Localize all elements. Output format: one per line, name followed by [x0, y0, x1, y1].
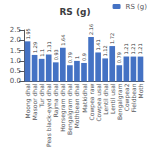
- svg-text:Fieldbean: Fieldbean: [130, 83, 137, 112]
- svg-text:1.21: 1.21: [123, 43, 129, 54]
- svg-text:1.5: 1.5: [10, 47, 21, 55]
- svg-text:0.79: 0.79: [67, 52, 73, 63]
- svg-text:0.0: 0.0: [10, 77, 21, 85]
- svg-text:Masoor dhal: Masoor dhal: [31, 83, 38, 120]
- svg-text:2.0: 2.0: [10, 36, 21, 44]
- svg-text:Cowpea raw: Cowpea raw: [87, 83, 95, 121]
- svg-text:1.29: 1.29: [32, 42, 38, 53]
- svg-text:Tur dhal: Tur dhal: [38, 83, 45, 108]
- svg-text:2.5: 2.5: [10, 26, 21, 34]
- svg-text:Lentil usal: Lentil usal: [109, 83, 116, 114]
- svg-text:0.79: 0.79: [116, 52, 122, 63]
- svg-text:1.21: 1.21: [137, 43, 143, 54]
- svg-text:Peas black-eyed dhal: Peas black-eyed dhal: [45, 83, 53, 147]
- svg-text:Lentil dhal: Lentil dhal: [102, 83, 109, 115]
- svg-text:Moth: Moth: [137, 83, 144, 98]
- svg-text:1.31: 1.31: [46, 41, 52, 52]
- svg-text:Bengalgram: Bengalgram: [115, 83, 123, 121]
- svg-text:1.72: 1.72: [109, 33, 115, 44]
- svg-text:Rajma dhal: Rajma dhal: [52, 83, 60, 118]
- svg-text:RS (g): RS (g): [126, 3, 148, 11]
- svg-text:Cowpea2: Cowpea2: [122, 83, 130, 112]
- svg-text:Cowpea usal: Cowpea usal: [94, 83, 102, 122]
- svg-text:0.9: 0.9: [81, 53, 87, 61]
- svg-text:0.93: 0.93: [53, 49, 59, 60]
- svg-text:1.1: 1.1: [39, 49, 45, 57]
- svg-text:1.0: 1.0: [10, 57, 21, 65]
- svg-text:2.16: 2.16: [88, 24, 94, 35]
- svg-text:Matkidhal: Matkidhal: [81, 83, 88, 113]
- svg-text:1: 1: [74, 56, 80, 59]
- svg-text:0.5: 0.5: [10, 67, 21, 75]
- svg-text:Moong dhal: Moong dhal: [24, 83, 31, 119]
- svg-text:RS (g): RS (g): [59, 7, 90, 17]
- svg-text:1.41: 1.41: [95, 39, 101, 50]
- svg-text:Horsegram dhal: Horsegram dhal: [59, 83, 67, 132]
- svg-text:Mothbean dhal: Mothbean dhal: [73, 83, 80, 128]
- svg-text:1.12: 1.12: [102, 45, 108, 56]
- svg-text:1.64: 1.64: [60, 35, 66, 46]
- svg-text:1.95: 1.95: [25, 28, 31, 39]
- svg-text:1.21: 1.21: [130, 43, 136, 54]
- svg-text:Bengalgram dhal: Bengalgram dhal: [66, 83, 74, 135]
